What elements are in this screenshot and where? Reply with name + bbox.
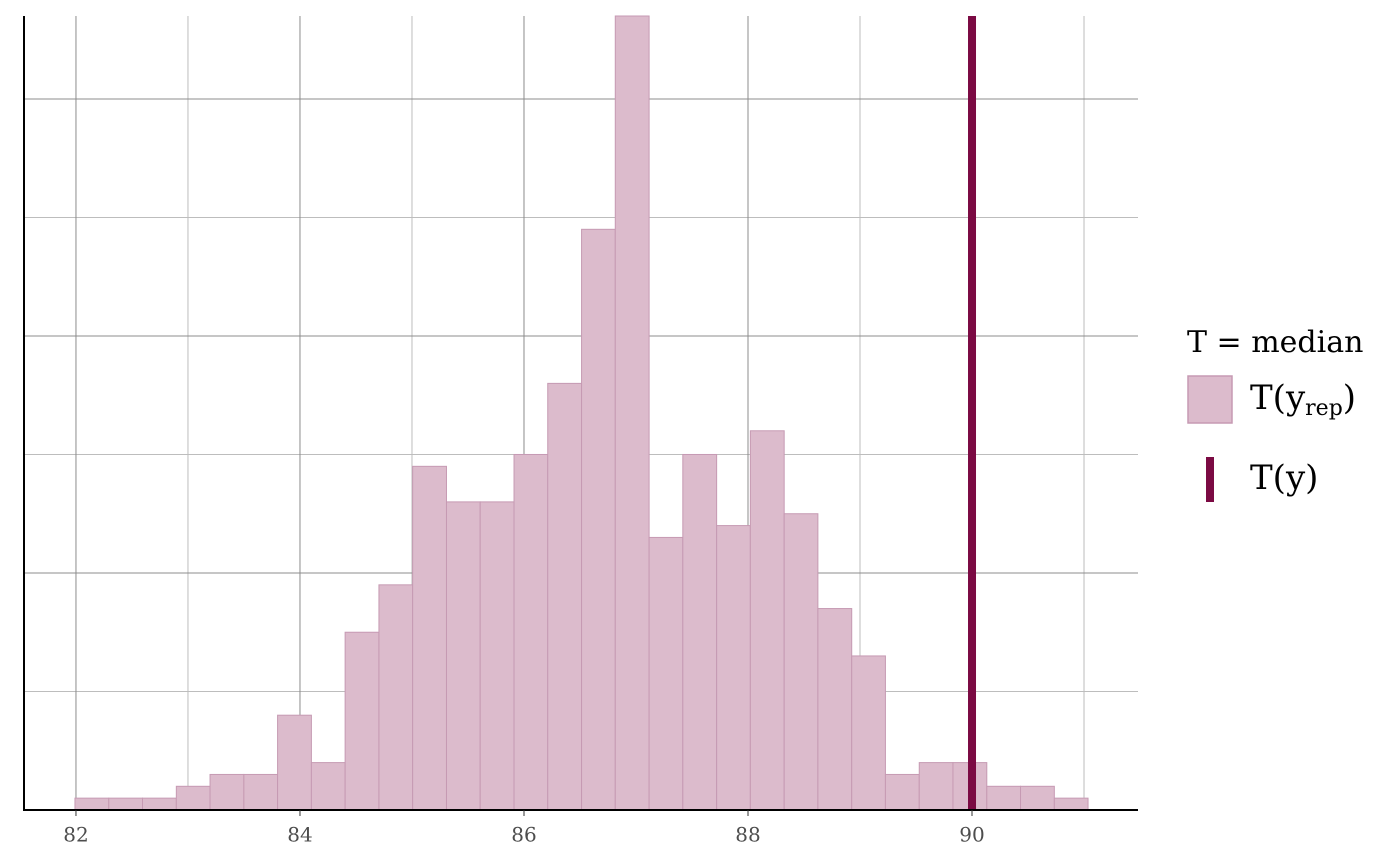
legend-label-part: ) (1343, 378, 1356, 418)
bar (986, 785, 1022, 811)
legend-label-part: T(y (1250, 378, 1306, 418)
bar (142, 797, 177, 811)
bar (445, 501, 481, 811)
x-tick-label: 90 (959, 823, 984, 847)
bar (851, 655, 886, 811)
bar (817, 608, 853, 811)
bar (74, 797, 110, 811)
bar (1020, 785, 1055, 811)
bar (614, 15, 650, 811)
bar (547, 382, 583, 811)
bar (783, 513, 819, 811)
bar (277, 714, 312, 811)
bar (378, 584, 414, 811)
axes: 82 84 86 88 90 (23, 16, 1138, 847)
legend-label: T(yrep) (1250, 378, 1356, 421)
bar (479, 501, 515, 811)
legend-swatch (1206, 457, 1214, 502)
legend-label-sub: rep (1305, 396, 1343, 421)
legend-label: T(y) (1250, 458, 1318, 498)
bars (74, 15, 1089, 811)
bar (175, 785, 211, 811)
bar (513, 453, 549, 811)
bar (310, 762, 346, 811)
bar (884, 773, 920, 811)
x-tick-label: 88 (735, 823, 760, 847)
bar (243, 773, 279, 811)
x-tick-label: 84 (287, 823, 312, 847)
bar (581, 228, 616, 811)
legend: T = median T(yrep) T(y) (1187, 325, 1363, 502)
observed-line (968, 16, 977, 810)
bar (918, 762, 954, 811)
bar (344, 631, 380, 811)
bar (108, 797, 144, 811)
bar (1053, 797, 1089, 811)
bar (648, 536, 684, 811)
x-tick-label: 82 (63, 823, 88, 847)
bar (682, 453, 718, 811)
bar (209, 773, 245, 811)
x-tick-label: 86 (511, 823, 536, 847)
legend-swatch (1187, 375, 1233, 424)
bar (412, 465, 447, 811)
bar (716, 525, 751, 811)
bar (749, 430, 785, 811)
legend-title: T = median (1187, 325, 1363, 360)
